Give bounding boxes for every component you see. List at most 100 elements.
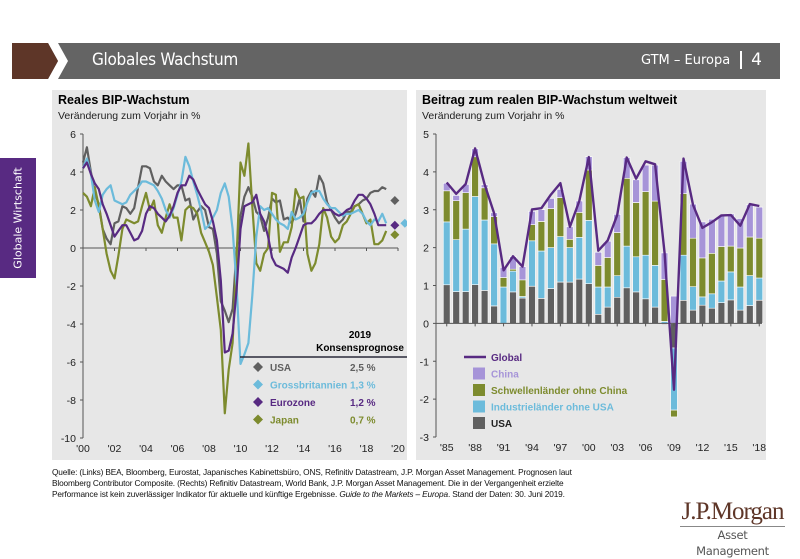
chevron-icon	[40, 43, 100, 79]
y-tick-label: 3	[423, 205, 429, 217]
bar-segment-industrieländer-ohne-usa	[604, 287, 611, 307]
bar-segment-usa	[519, 298, 526, 323]
y-tick-label: 2	[70, 205, 76, 217]
forecast-marker-grossbritannien	[400, 219, 407, 228]
bar-segment-schwellenländer-ohne-china	[690, 238, 697, 287]
y-tick-label: -8	[67, 395, 76, 407]
y-tick-label: -3	[420, 432, 429, 444]
side-tab[interactable]: Globale Wirtschaft	[0, 158, 36, 278]
logo-subtitle: Asset Management	[680, 527, 785, 559]
legend-label-global: Global	[491, 353, 522, 364]
bar-segment-schwellenländer-ohne-china	[472, 157, 479, 197]
source-footnote: Quelle: (Links) BEA, Bloomberg, Eurostat…	[52, 467, 632, 500]
bar-segment-schwellenländer-ohne-china	[756, 238, 763, 278]
bar-segment-industrieländer-ohne-usa	[491, 244, 498, 306]
legend-marker-eurozone	[253, 397, 263, 407]
legend-label-industrieländer-ohne-usa: Industrieländer ohne USA	[491, 403, 614, 414]
legend-label-japan: Japan	[270, 416, 299, 427]
bar-segment-industrieländer-ohne-usa	[756, 278, 763, 300]
bar-segment-schwellenländer-ohne-china	[727, 246, 734, 272]
x-tick-label: '12	[265, 443, 279, 455]
legend-label-usa: USA	[491, 419, 512, 430]
x-tick-label: '08	[202, 443, 216, 455]
bar-segment-industrieländer-ohne-usa	[699, 297, 706, 305]
section-label: GTM – Europa	[641, 53, 730, 68]
bar-segment-industrieländer-ohne-usa	[453, 240, 460, 292]
x-tick-label: '03	[610, 442, 624, 454]
x-tick-label: '00	[582, 442, 596, 454]
bar-segment-usa	[727, 300, 734, 324]
legend-value-usa: 2,5 %	[350, 363, 376, 374]
bar-segment-industrieländer-ohne-usa	[576, 237, 583, 279]
x-tick-label: '00	[76, 443, 90, 455]
bar-segment-industrieländer-ohne-usa	[443, 222, 450, 285]
bar-segment-usa	[604, 307, 611, 323]
bar-segment-usa	[481, 290, 488, 323]
x-tick-label: '91	[497, 442, 511, 454]
x-tick-label: '97	[554, 442, 568, 454]
x-tick-label: '18	[360, 443, 374, 455]
bar-segment-usa	[595, 314, 602, 323]
y-tick-label: 5	[423, 129, 429, 141]
y-tick-label: 4	[70, 167, 76, 179]
bar-segment-usa	[557, 282, 564, 323]
legend-header-year: 2019	[349, 330, 372, 341]
bar-segment-industrieländer-ohne-usa	[642, 255, 649, 299]
source-line-3c: . Stand der Daten: 30. Juni 2019.	[448, 489, 565, 499]
bar-segment-industrieländer-ohne-usa	[737, 287, 744, 310]
bar-segment-schwellenländer-ohne-china	[576, 212, 583, 237]
x-tick-label: '06	[171, 443, 185, 455]
bar-segment-usa	[652, 307, 659, 323]
bar-segment-schwellenländer-ohne-china	[737, 248, 744, 287]
x-tick-label: '06	[639, 442, 653, 454]
source-line-1: Quelle: (Links) BEA, Bloomberg, Eurostat…	[52, 467, 632, 478]
source-line-3: Performance ist kein zuverlässiger Indik…	[52, 489, 632, 500]
y-tick-label: -10	[61, 433, 76, 445]
bar-segment-usa	[633, 292, 640, 323]
x-tick-label: '15	[724, 442, 738, 454]
source-line-2: Bloomberg Contributor Composite. (Rechts…	[52, 478, 632, 489]
bar-segment-industrieländer-ohne-usa	[623, 246, 630, 288]
bar-segment-usa	[472, 285, 479, 324]
bar-segment-china	[453, 195, 460, 200]
y-tick-label: -2	[420, 394, 429, 406]
bar-segment-schwellenländer-ohne-china	[453, 201, 460, 240]
series-line-grossbritannien	[83, 157, 386, 364]
bar-segment-china	[756, 207, 763, 238]
x-tick-label: '14	[297, 443, 311, 455]
source-line-3b: Guide to the Markets – Europa	[339, 489, 448, 499]
legend-label-grossbritannien: Grossbritannien	[270, 381, 347, 392]
bar-segment-schwellenländer-ohne-china	[718, 247, 725, 282]
x-tick-label: '04	[139, 443, 153, 455]
y-tick-label: 2	[423, 243, 429, 255]
bar-segment-usa	[614, 297, 621, 323]
bar-segment-usa	[585, 284, 592, 324]
y-tick-label: 4	[423, 167, 429, 179]
bar-segment-schwellenländer-ohne-china	[671, 410, 678, 417]
legend-marker-usa	[473, 417, 485, 429]
bar-segment-industrieländer-ohne-usa	[614, 276, 621, 298]
bar-segment-china	[566, 227, 573, 240]
forecast-marker-usa	[390, 196, 399, 205]
page-header: Globales Wachstum GTM – Europa 4	[12, 43, 780, 79]
bar-segment-industrieländer-ohne-usa	[709, 294, 716, 308]
source-line-3a: Performance ist kein zuverlässiger Indik…	[52, 489, 339, 499]
bar-segment-industrieländer-ohne-usa	[510, 271, 517, 292]
legend-marker-grossbritannien	[253, 380, 263, 390]
forecast-marker-eurozone	[390, 221, 399, 230]
bar-segment-industrieländer-ohne-usa	[746, 276, 753, 306]
y-tick-label: -4	[67, 319, 76, 331]
jpmorgan-logo: J.P.Morgan Asset Management	[680, 499, 785, 559]
bar-segment-schwellenländer-ohne-china	[652, 201, 659, 265]
bar-segment-usa	[443, 285, 450, 324]
page-number: 4	[751, 50, 762, 70]
bar-segment-industrieländer-ohne-usa	[595, 287, 602, 314]
x-tick-label: '94	[525, 442, 539, 454]
x-tick-label: '10	[234, 443, 248, 455]
bar-segment-usa	[737, 310, 744, 323]
bar-segment-industrieländer-ohne-usa	[500, 287, 507, 323]
y-tick-label: 0	[423, 318, 429, 330]
bar-segment-schwellenländer-ohne-china	[548, 209, 555, 248]
bar-segment-usa	[623, 288, 630, 324]
bar-segment-usa	[718, 303, 725, 324]
